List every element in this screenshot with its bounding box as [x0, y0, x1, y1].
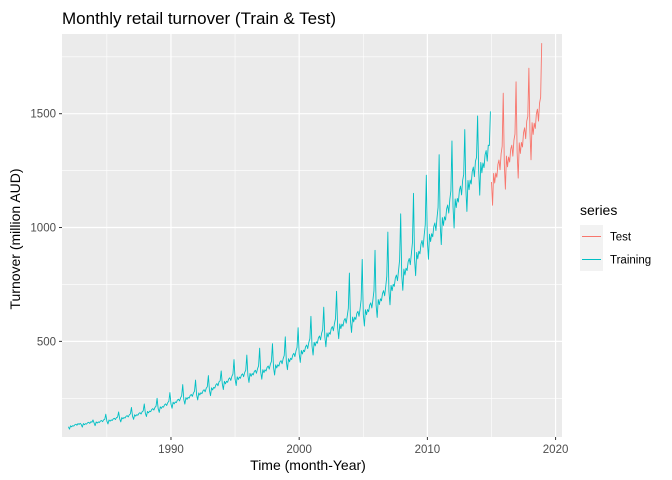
legend-label-test: Test — [610, 232, 632, 244]
y-tick-label: 500 — [37, 336, 56, 348]
legend-title: series — [580, 202, 617, 218]
y-tick-label: 1500 — [30, 109, 56, 121]
plot-panel — [62, 34, 562, 437]
chart-title: Monthly retail turnover (Train & Test) — [62, 9, 336, 28]
x-tick-label: 2000 — [286, 444, 312, 456]
x-tick-label: 1990 — [158, 444, 184, 456]
x-axis-title: Time (month-Year) — [250, 457, 366, 473]
y-axis-title: Turnover (million AUD) — [7, 168, 23, 309]
legend: series Test Training — [580, 202, 651, 271]
legend-label-training: Training — [610, 255, 651, 267]
series-line-test — [491, 43, 543, 206]
minor-gridlines — [62, 34, 562, 437]
x-tick-label: 2010 — [415, 444, 441, 456]
series-lines — [67, 43, 543, 430]
series-line-training — [67, 111, 491, 430]
x-tick-label: 2020 — [543, 444, 569, 456]
y-tick-label: 1000 — [30, 223, 56, 235]
axis-ticks: 1990 2000 2010 2020 500 1000 1500 — [30, 109, 568, 456]
legend-items: Test Training — [580, 225, 651, 271]
